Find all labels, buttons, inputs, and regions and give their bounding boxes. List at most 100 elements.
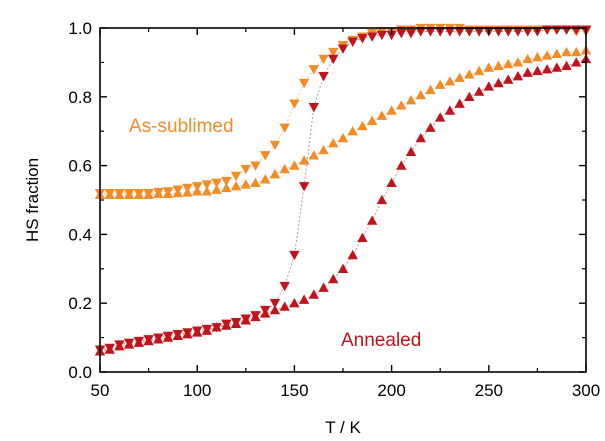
data-point <box>552 26 562 35</box>
data-point <box>279 301 289 310</box>
data-point <box>435 112 445 121</box>
data-point <box>270 305 280 314</box>
data-point <box>221 183 231 192</box>
data-point <box>192 186 202 195</box>
data-point <box>367 116 377 125</box>
data-point <box>270 169 280 178</box>
data-point <box>318 72 328 81</box>
annotation-as-sublimed: As-sublimed <box>129 116 234 137</box>
data-point <box>299 79 309 88</box>
data-point <box>231 172 241 181</box>
data-point <box>445 105 455 114</box>
data-point <box>513 71 523 80</box>
data-point <box>396 160 406 169</box>
y-axis-title: HS fraction <box>23 158 42 242</box>
x-tick-label: 150 <box>280 381 308 400</box>
data-point <box>561 26 571 35</box>
data-point <box>241 165 251 174</box>
data-point <box>279 164 289 173</box>
data-point <box>348 38 358 47</box>
x-tick-label: 100 <box>183 381 211 400</box>
x-tick-label: 250 <box>475 381 503 400</box>
data-point <box>386 105 396 114</box>
data-point <box>289 160 299 169</box>
data-point <box>464 92 474 101</box>
data-point <box>299 182 309 191</box>
data-point <box>289 298 299 307</box>
data-point <box>328 55 338 64</box>
data-point <box>289 100 299 109</box>
data-point <box>318 283 328 292</box>
data-point <box>474 66 484 75</box>
data-point <box>406 29 416 38</box>
data-point <box>571 26 581 35</box>
y-tick-label: 0.4 <box>68 225 92 244</box>
annotation-annealed: Annealed <box>341 330 421 351</box>
data-point <box>416 90 426 99</box>
data-point <box>474 86 484 95</box>
data-point <box>561 47 571 56</box>
data-point <box>367 215 377 224</box>
data-point <box>299 295 309 304</box>
data-point <box>552 62 562 71</box>
data-point <box>435 80 445 89</box>
data-point <box>309 150 319 159</box>
x-axis-title: T / K <box>325 418 361 437</box>
data-point <box>309 65 319 74</box>
data-point <box>309 103 319 112</box>
data-point <box>250 161 260 170</box>
data-point <box>279 124 289 133</box>
data-point <box>484 81 494 90</box>
data-point <box>289 251 299 260</box>
plot-frame <box>100 28 586 372</box>
data-point <box>377 111 387 120</box>
data-point <box>260 308 270 317</box>
data-point <box>416 133 426 142</box>
data-point <box>357 121 367 130</box>
data-point <box>445 76 455 85</box>
data-point <box>318 145 328 154</box>
x-tick-label: 200 <box>377 381 405 400</box>
data-point <box>406 147 416 156</box>
data-point <box>464 69 474 78</box>
data-point <box>503 74 513 83</box>
y-tick-label: 0.2 <box>68 294 92 313</box>
data-point <box>202 186 212 195</box>
data-point <box>406 95 416 104</box>
data-point <box>571 47 581 56</box>
data-point <box>513 57 523 66</box>
series-annealed-triangle-up <box>95 54 591 356</box>
data-point <box>328 138 338 147</box>
plot-layer <box>95 24 591 356</box>
data-point <box>493 61 503 70</box>
data-point <box>532 66 542 75</box>
series-connector <box>100 59 586 351</box>
y-tick-label: 0.6 <box>68 157 92 176</box>
data-point <box>250 178 260 187</box>
data-point <box>270 141 280 150</box>
data-point <box>309 289 319 298</box>
y-tick-label: 0.0 <box>68 363 92 382</box>
data-point <box>561 61 571 70</box>
data-point <box>338 133 348 142</box>
data-point <box>425 85 435 94</box>
data-point <box>377 195 387 204</box>
data-point <box>357 34 367 43</box>
data-point <box>542 26 552 35</box>
data-point <box>552 49 562 58</box>
data-point <box>532 52 542 61</box>
data-point <box>279 282 289 291</box>
data-point <box>338 264 348 273</box>
data-point <box>396 100 406 109</box>
data-point <box>299 155 309 164</box>
data-point <box>348 126 358 135</box>
data-point <box>318 55 328 64</box>
data-point <box>493 78 503 87</box>
data-point <box>260 174 270 183</box>
data-point <box>241 179 251 188</box>
data-point <box>454 73 464 82</box>
y-tick-label: 1.0 <box>68 19 92 38</box>
data-point <box>357 233 367 242</box>
data-point <box>367 32 377 41</box>
